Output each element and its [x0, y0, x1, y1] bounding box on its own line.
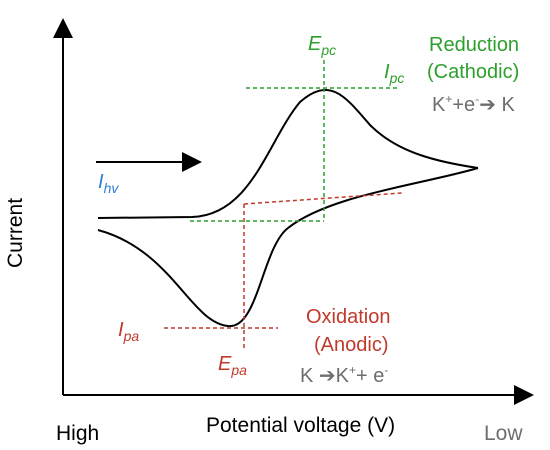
x-high-label: High: [56, 422, 99, 445]
i-hv-label: Ihv: [98, 171, 119, 196]
oxidation-title: Oxidation: [306, 306, 391, 328]
i-pc-label: Ipc: [384, 61, 404, 86]
e-pa-label: Epa: [218, 353, 247, 378]
oxidation-subtitle: (Anodic): [314, 334, 388, 356]
i-pa-label: Ipa: [118, 319, 139, 344]
reduction-title: Reduction: [429, 34, 519, 56]
anodic-curve: [97, 167, 479, 328]
reduction-subtitle: (Cathodic): [427, 61, 519, 83]
reduction-equation: K++e-➔ K: [432, 92, 515, 116]
oxidation-equation: K ➔K++ e-: [300, 363, 388, 387]
y-axis-label: Current: [4, 198, 27, 268]
baseline-anodic-guide: [243, 192, 403, 205]
x-axis-label: Potential voltage (V): [206, 414, 395, 437]
cathodic-curve: [97, 89, 479, 219]
e-pc-label: Epc: [308, 33, 336, 58]
x-low-label: Low: [484, 422, 523, 445]
